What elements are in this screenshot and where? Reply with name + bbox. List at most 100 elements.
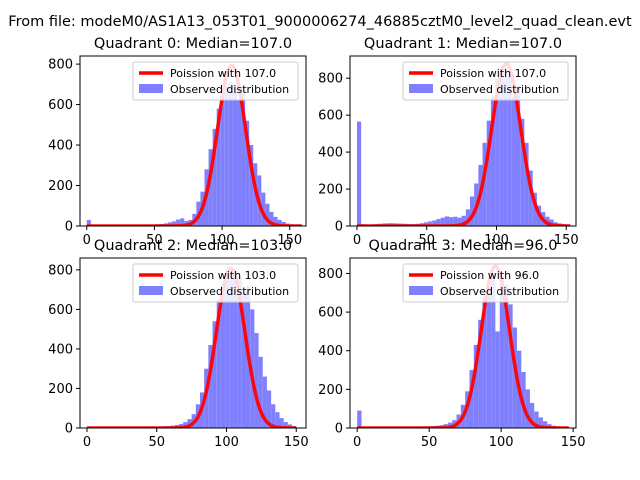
histogram-bar: [542, 421, 548, 428]
histogram-bar: [277, 219, 282, 226]
histogram-bar: [440, 217, 445, 226]
plot-area: [356, 264, 570, 428]
poisson-curve: [355, 62, 572, 226]
x-tick-label: 150: [561, 435, 586, 450]
histogram-bar: [228, 82, 233, 226]
legend-box: [402, 263, 569, 303]
histogram-bar: [216, 299, 221, 428]
histogram-bar: [271, 404, 276, 428]
legend-box: [402, 61, 569, 101]
histogram-bar: [490, 96, 496, 226]
histogram-bar: [236, 100, 242, 226]
histogram-bar: [525, 389, 530, 428]
axes-frame: [349, 257, 577, 429]
y-tick-label: 600: [318, 109, 343, 124]
y-tick-label: 200: [48, 382, 73, 397]
histogram-bar: [511, 96, 517, 226]
subplot-quadrant-2: 0 50 100 150 0 200 400 600 800 Quadrant 2: Median…: [48, 238, 308, 450]
poisson-curve: [356, 264, 570, 428]
histogram-bar: [444, 216, 450, 226]
y-tick-label: 0: [65, 220, 73, 235]
subplot-title: Quadrant 2: Median=103.0: [94, 238, 292, 254]
histogram-bar: [265, 203, 270, 226]
y-tick-label: 400: [48, 139, 73, 154]
histogram-bar: [176, 219, 181, 226]
y-tick-label: 200: [318, 183, 343, 198]
subplot-title: Quadrant 1: Median=107.0: [364, 36, 562, 52]
x-tick-label: 50: [418, 233, 435, 248]
histogram-bar: [86, 219, 91, 226]
histogram-bar: [507, 76, 512, 226]
subplot-grid: 0 50 100 150 0 200 400 600 800 Quadrant 0: Median…: [48, 36, 585, 450]
subplot-quadrant-0: 0 50 100 150 0 200 400 600 800 Quadrant 0: Median…: [48, 36, 307, 248]
legend-label-observed: Observed distribution: [440, 83, 559, 96]
histogram-bar: [465, 209, 470, 226]
x-tick-label: 100: [484, 233, 509, 248]
legend-box: [132, 263, 299, 303]
histogram-bar: [241, 291, 247, 428]
histogram-bar: [269, 211, 274, 226]
histogram-bar: [469, 370, 474, 428]
legend-bar-swatch: [139, 286, 163, 295]
histogram-bar: [266, 390, 272, 428]
axes-frame: [79, 257, 307, 429]
histogram-bar: [356, 121, 362, 226]
x-tick-label: 150: [284, 435, 309, 450]
x-tick-label: 50: [146, 233, 163, 248]
subplot-title: Quadrant 0: Median=107.0: [94, 36, 292, 52]
histogram-bar: [224, 86, 229, 226]
y-tick-label: 800: [318, 267, 343, 282]
histogram-bar: [232, 86, 237, 226]
legend-bar-swatch: [139, 84, 163, 93]
histogram-bar: [504, 285, 509, 428]
histogram-bar: [281, 221, 286, 226]
histogram-bar: [469, 196, 475, 226]
x-tick-label: 50: [148, 435, 165, 450]
legend-label-poisson: Poission with 103.0: [170, 269, 276, 282]
histogram-bar: [233, 271, 238, 428]
histogram-bar: [482, 142, 487, 226]
histogram-bar: [287, 424, 293, 428]
histogram-bar: [495, 331, 500, 428]
histogram-bar: [275, 412, 280, 428]
histogram-bar: [180, 218, 185, 226]
histogram-bar: [457, 217, 462, 226]
y-tick-label: 800: [48, 58, 73, 73]
histogram-bar: [538, 417, 543, 428]
histogram-bar: [357, 410, 362, 428]
histogram-bar: [258, 356, 263, 428]
histogram-bar: [512, 327, 517, 428]
poisson-curve: [85, 266, 298, 428]
histogram-bar: [491, 273, 496, 428]
legend-label-poisson: Poission with 107.0: [170, 67, 276, 80]
y-tick-label: 200: [318, 383, 343, 398]
histogram-bar: [237, 277, 242, 428]
histogram-bar: [261, 192, 266, 226]
histogram-bar: [547, 424, 552, 428]
histogram-bar: [212, 128, 217, 226]
histogram-bar: [499, 74, 504, 226]
histogram-bar: [187, 419, 192, 428]
histogram-bar: [225, 277, 230, 428]
histogram-bar: [495, 78, 500, 226]
x-tick-label: 0: [83, 435, 91, 450]
x-tick-label: 100: [214, 435, 239, 450]
poisson-curve: [85, 63, 304, 226]
legend-box: [132, 61, 299, 101]
histogram-bar: [461, 215, 466, 226]
y-tick-label: 200: [48, 179, 73, 194]
y-tick-label: 600: [48, 98, 73, 113]
histogram-bar: [229, 273, 234, 428]
histogram-bar: [283, 422, 288, 428]
histogram-bar: [254, 333, 259, 428]
axes-frame: [349, 55, 577, 227]
y-tick-label: 0: [335, 220, 343, 235]
histogram-bar: [262, 376, 267, 428]
histogram-bar: [486, 120, 491, 226]
y-tick-label: 400: [318, 344, 343, 359]
histogram-bar: [241, 88, 246, 226]
histogram-bar: [216, 108, 221, 226]
legend-label-observed: Observed distribution: [440, 285, 559, 298]
x-tick-label: 150: [554, 233, 579, 248]
